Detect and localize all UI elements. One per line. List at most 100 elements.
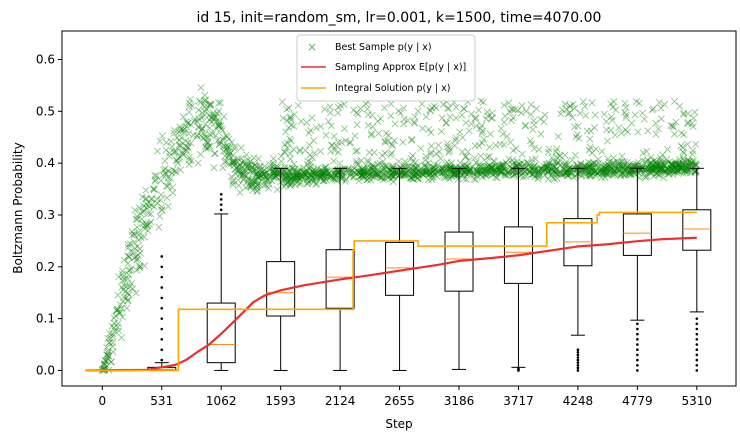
- data-point: [234, 163, 242, 171]
- data-point: [379, 158, 387, 166]
- data-point: [461, 168, 469, 176]
- data-point: [281, 148, 289, 156]
- data-point: [482, 115, 490, 123]
- data-point: [682, 165, 690, 173]
- data-point: [156, 212, 164, 220]
- data-point: [364, 158, 372, 166]
- data-point: [331, 176, 339, 184]
- data-point: [620, 171, 628, 179]
- data-point: [234, 166, 242, 174]
- data-point: [128, 228, 136, 236]
- data-point: [140, 262, 149, 270]
- data-point: [390, 168, 398, 176]
- data-point: [125, 253, 133, 261]
- data-point: [505, 99, 513, 107]
- data-point: [108, 322, 116, 330]
- data-point: [158, 206, 166, 214]
- data-point: [465, 156, 473, 164]
- data-point: [509, 105, 517, 113]
- data-point: [526, 167, 534, 175]
- data-point: [433, 168, 441, 176]
- data-point: [589, 160, 597, 168]
- data-point: [654, 125, 662, 133]
- data-point: [274, 170, 282, 178]
- data-point: [684, 165, 692, 173]
- data-point: [530, 166, 538, 174]
- data-point: [668, 161, 676, 169]
- data-point: [512, 170, 520, 178]
- data-point: [612, 165, 620, 173]
- data-point: [237, 155, 245, 163]
- data-point: [641, 158, 649, 166]
- data-point: [675, 155, 683, 164]
- data-point: [476, 167, 484, 175]
- data-point: [451, 142, 459, 150]
- data-point: [430, 163, 438, 171]
- data-point: [364, 168, 372, 176]
- data-point: [254, 173, 262, 181]
- data-point: [175, 141, 183, 149]
- boxplot-flier: [576, 358, 580, 362]
- data-point: [370, 168, 378, 176]
- data-point: [257, 171, 265, 179]
- data-point: [104, 355, 112, 363]
- data-point: [509, 172, 517, 180]
- data-point: [375, 130, 383, 138]
- data-point: [622, 113, 630, 122]
- data-point: [682, 161, 690, 169]
- data-point: [270, 173, 278, 181]
- data-point: [320, 164, 328, 172]
- data-point: [222, 142, 230, 150]
- data-point: [425, 168, 433, 176]
- data-point: [206, 100, 214, 108]
- data-point: [201, 103, 209, 111]
- data-point: [606, 166, 614, 174]
- data-point: [318, 173, 326, 181]
- data-point: [237, 161, 245, 169]
- data-point: [306, 126, 314, 134]
- data-point: [319, 171, 327, 179]
- data-point: [472, 122, 480, 130]
- data-point: [665, 168, 673, 176]
- data-point: [179, 126, 188, 134]
- data-point: [215, 107, 223, 115]
- data-point: [367, 176, 375, 184]
- data-point: [555, 169, 563, 177]
- data-point: [419, 125, 427, 133]
- data-point: [496, 168, 504, 176]
- data-point: [473, 172, 481, 180]
- data-point: [672, 160, 680, 168]
- data-point: [389, 168, 397, 176]
- boxplot-box: [503, 226, 533, 284]
- data-point: [476, 167, 484, 175]
- data-point: [456, 163, 464, 172]
- data-point: [288, 170, 296, 178]
- data-point: [438, 164, 446, 172]
- data-point: [674, 160, 682, 169]
- data-point: [350, 106, 358, 114]
- boxplot-flier: [219, 192, 223, 196]
- data-point: [566, 102, 574, 110]
- data-point: [424, 170, 432, 178]
- data-point: [168, 143, 176, 151]
- data-point: [498, 162, 507, 170]
- data-point: [477, 152, 485, 160]
- data-point: [305, 177, 313, 186]
- data-point: [141, 222, 149, 230]
- data-point: [632, 165, 640, 173]
- data-point: [656, 165, 664, 173]
- data-point: [201, 121, 210, 129]
- data-point: [118, 283, 126, 291]
- data-point: [477, 169, 485, 177]
- data-point: [680, 131, 688, 139]
- data-point: [237, 169, 245, 177]
- data-point: [667, 160, 675, 168]
- data-point: [124, 275, 132, 283]
- data-point: [410, 118, 418, 126]
- data-point: [608, 160, 616, 168]
- data-point: [562, 167, 570, 176]
- data-point: [215, 99, 223, 107]
- data-point: [461, 169, 469, 177]
- data-point: [133, 215, 142, 223]
- data-point: [316, 173, 324, 181]
